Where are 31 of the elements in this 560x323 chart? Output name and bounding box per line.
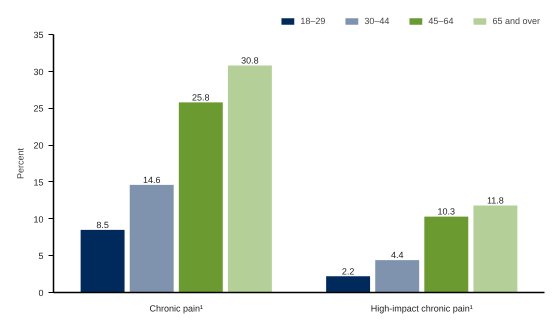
y-tick-label: 20 bbox=[33, 140, 44, 151]
y-axis-title: Percent bbox=[15, 147, 26, 180]
bar bbox=[178, 102, 223, 292]
data-label: 2.2 bbox=[342, 266, 354, 276]
x-tick-label: Chronic pain¹ bbox=[149, 304, 204, 314]
legend-label: 30–44 bbox=[364, 16, 390, 26]
bar bbox=[424, 216, 468, 292]
data-label: 30.8 bbox=[241, 55, 259, 66]
data-label: 10.3 bbox=[438, 206, 456, 217]
y-tick-label: 35 bbox=[33, 30, 44, 40]
y-tick-label: 30 bbox=[33, 66, 44, 77]
y-tick-label: 15 bbox=[33, 177, 44, 188]
legend-label: 45–64 bbox=[428, 16, 454, 26]
data-label: 4.4 bbox=[390, 250, 404, 260]
y-tick-label: 5 bbox=[38, 251, 44, 262]
legend-label: 65 and over bbox=[492, 16, 540, 26]
y-tick-label: 0 bbox=[38, 288, 44, 298]
data-label: 14.6 bbox=[142, 174, 160, 185]
data-label: 8.5 bbox=[96, 220, 109, 230]
bar bbox=[473, 206, 518, 292]
bar bbox=[375, 260, 420, 292]
bar bbox=[326, 276, 370, 292]
bar bbox=[130, 184, 174, 292]
bar bbox=[80, 230, 125, 292]
y-tick-label: 10 bbox=[33, 214, 44, 224]
y-tick-label: 25 bbox=[33, 104, 44, 114]
data-label: 11.8 bbox=[486, 196, 504, 206]
legend-label: 18–29 bbox=[300, 16, 326, 26]
x-tick-label: High-impact chronic pain¹ bbox=[370, 304, 473, 314]
bar bbox=[228, 65, 272, 292]
data-label: 25.8 bbox=[192, 92, 210, 102]
